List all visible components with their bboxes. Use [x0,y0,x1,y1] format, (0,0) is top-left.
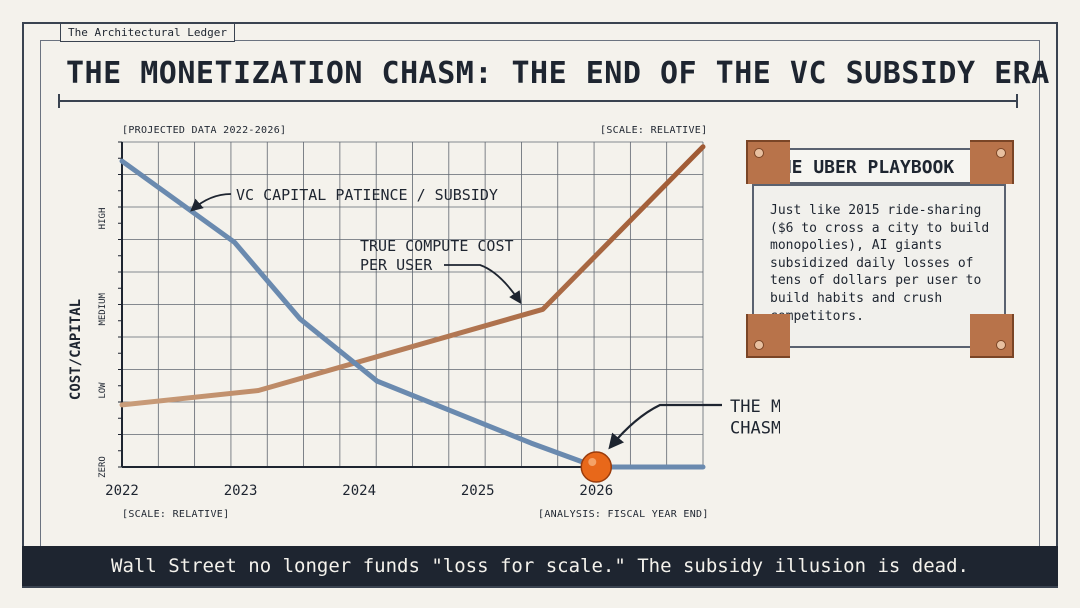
annotation-arrow-compute [444,264,522,305]
brand-label: The Architectural Ledger [60,23,235,42]
page-title: THE MONETIZATION CHASM: THE END OF THE V… [66,56,1050,91]
x-tick-label: 2024 [342,483,376,499]
annotation-compute-cost-line: TRUE COMPUTE COST [360,237,514,255]
annotation-arrow-chasm [608,403,722,450]
chart-label-bottom-left: [SCALE: RELATIVE] [122,509,230,520]
bolt-icon [754,148,764,158]
chart-label-bottom-right: [ANALYSIS: FISCAL YEAR END] [538,509,709,520]
annotation-compute-cost: TRUE COMPUTE COST PER USER [360,237,514,274]
annotation-monetization-chasm-line: CHASM (2026) [730,418,780,438]
chart-label-top-right: [SCALE: RELATIVE] [600,125,708,136]
card-text: Just like 2015 ride-sharing ($6 to cross… [770,203,990,324]
corner-bracket-bottom-left [746,314,790,358]
bolt-icon [754,340,764,350]
footer-banner: Wall Street no longer funds "loss for sc… [22,546,1058,586]
y-axis-title: COST/CAPITAL [68,299,84,400]
corner-bracket-top-right [970,140,1014,184]
chart: ZERO LOW MEDIUM HIGH COST/CAPITAL 2022 2023 202… [68,141,780,499]
series-line-compute-cost [119,144,706,408]
card-header: THE UBER PLAYBOOK [756,148,1002,184]
title-rule [58,94,1018,108]
y-tick-label: ZERO [98,456,108,478]
y-tick-label: LOW [98,382,108,399]
uber-playbook-card: Just like 2015 ride-sharing ($6 to cross… [746,140,1014,358]
x-tick-label: 2023 [224,483,258,499]
chasm-marker-highlight [588,458,597,466]
annotation-vc-subsidy: VC CAPITAL PATIENCE / SUBSIDY [236,186,498,204]
corner-bracket-bottom-right [970,314,1014,358]
chasm-marker [580,451,613,483]
x-tick-label: 2025 [461,483,495,499]
card-title: THE UBER PLAYBOOK [770,157,955,178]
chart-label-top-left: [PROJECTED DATA 2022-2026] [122,125,287,136]
y-tick-label: HIGH [98,208,108,230]
x-tick-label: 2026 [579,483,613,499]
bolt-icon [996,340,1006,350]
bolt-icon [996,148,1006,158]
annotation-vc-subsidy-line: VC CAPITAL PATIENCE / SUBSIDY [236,186,498,204]
annotation-compute-cost-line: PER USER [360,256,433,274]
corner-bracket-top-left [746,140,790,184]
annotation-monetization-chasm-line: THE MONETIZATION [730,397,780,417]
x-tick-label: 2022 [105,483,139,499]
card-body: Just like 2015 ride-sharing ($6 to cross… [752,184,1006,348]
y-tick-label: MEDIUM [98,292,108,325]
annotation-arrow-subsidy [190,193,232,212]
outer-frame [22,22,1058,588]
